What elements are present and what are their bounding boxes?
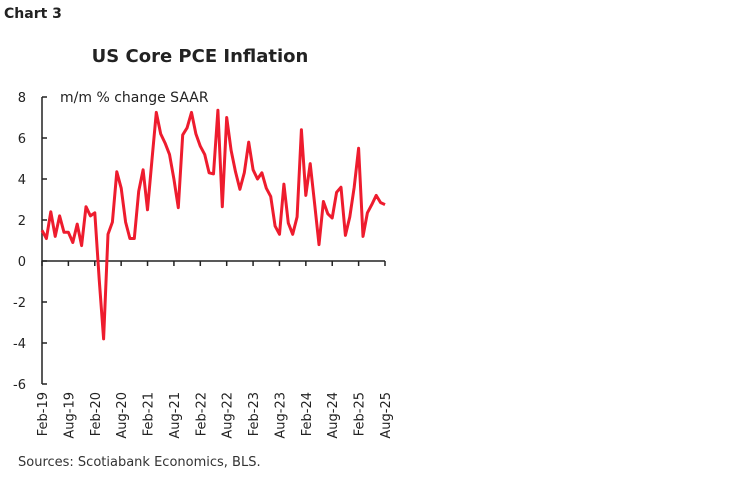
y-axis-label: m/m % change SAAR — [60, 90, 209, 106]
x-tick-label: Feb-25 — [353, 392, 368, 436]
chart-title: US Core PCE Inflation — [91, 46, 309, 67]
x-tick-label: Aug-21 — [168, 392, 183, 439]
y-tick-label: 4 — [18, 173, 26, 188]
x-tick-label: Feb-21 — [142, 392, 157, 436]
y-tick-label: 2 — [18, 214, 26, 229]
x-tick-label: Aug-23 — [273, 392, 288, 439]
y-tick-label: -4 — [13, 337, 26, 352]
y-tick-label: 8 — [18, 91, 26, 106]
x-tick-label: Aug-20 — [115, 392, 130, 439]
y-tick-label: 0 — [18, 255, 26, 270]
x-tick-label: Aug-19 — [62, 392, 77, 439]
source-note: Sources: Scotiabank Economics, BLS. — [18, 455, 261, 470]
x-tick-label: Aug-25 — [379, 392, 394, 439]
x-tick-label: Aug-22 — [221, 392, 236, 439]
x-tick-label: Aug-24 — [326, 392, 341, 439]
x-tick-label: Feb-24 — [300, 392, 315, 436]
x-tick-label: Feb-20 — [89, 392, 104, 436]
x-tick-label: Feb-19 — [36, 392, 51, 436]
x-tick-label: Feb-23 — [247, 392, 262, 436]
y-tick-label: -2 — [13, 296, 26, 311]
x-tick-label: Feb-22 — [194, 392, 209, 436]
chart-number: Chart 3 — [4, 6, 62, 22]
y-tick-label: 6 — [18, 132, 26, 147]
y-tick-label: -6 — [13, 378, 26, 393]
series-line — [40, 108, 386, 341]
